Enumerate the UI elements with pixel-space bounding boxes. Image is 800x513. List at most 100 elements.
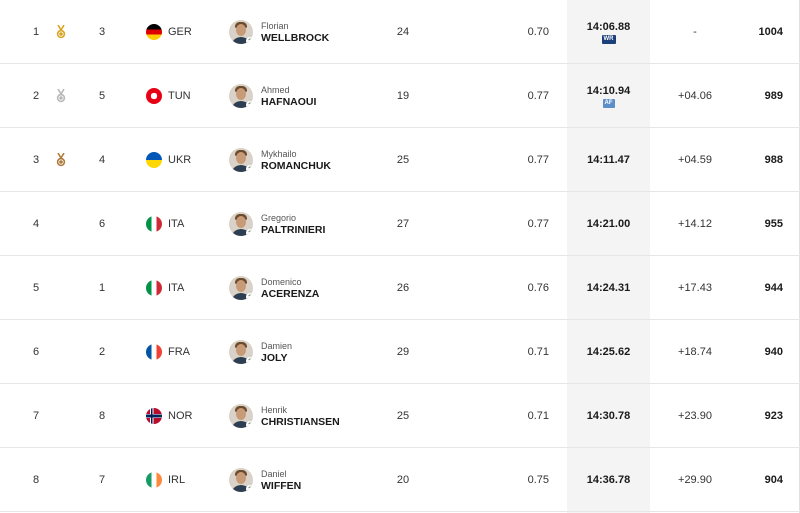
result-row[interactable]: 2 5 TUN + Ahmed HAFNAOUI 19 0.77 14:10.9… [0, 64, 800, 128]
rank: 3 [32, 154, 40, 166]
nation: TUN [146, 64, 191, 128]
athlete-first-name: Mykhailo [261, 149, 297, 159]
athlete-first-name: Florian [261, 21, 289, 31]
rank: 7 [32, 410, 40, 422]
medal-icon [54, 320, 68, 384]
avatar[interactable]: + [229, 404, 253, 428]
time-behind: +04.06 [678, 90, 712, 102]
lane: 2 [98, 346, 106, 358]
result-row[interactable]: 3 4 UKR + Mykhailo ROMANCHUK 25 0.77 14:… [0, 128, 800, 192]
result-row[interactable]: 7 8 NOR + Henrik CHRISTIANSEN 25 0.71 14… [0, 384, 800, 448]
time-value: 14:25.62 [586, 346, 631, 358]
nation-code: IRL [168, 474, 186, 486]
avatar[interactable]: + [229, 212, 253, 236]
record-badge: WR [601, 34, 616, 44]
flag-irl-icon [146, 472, 162, 488]
flag-ukr-icon [146, 152, 162, 168]
points: 923 [764, 410, 783, 422]
athlete[interactable]: + Gregorio PALTRINIERI [229, 192, 325, 256]
points: 944 [764, 282, 783, 294]
athlete-last-name[interactable]: WIFFEN [261, 480, 302, 492]
nation-code: TUN [168, 90, 191, 102]
flag-tun-icon [146, 88, 162, 104]
avatar[interactable]: + [229, 148, 253, 172]
points: 989 [764, 90, 783, 102]
athlete-last-name[interactable]: JOLY [261, 352, 288, 364]
result-row[interactable]: 8 7 IRL + Daniel WIFFEN 20 0.75 14:36.78… [0, 448, 800, 512]
avatar[interactable]: + [229, 20, 253, 44]
nation: ITA [146, 256, 184, 320]
athlete[interactable]: + Florian WELLBROCK [229, 0, 329, 64]
result-row[interactable]: 5 1 ITA + Domenico ACERENZA 26 0.76 14:2… [0, 256, 800, 320]
time-behind: +17.43 [678, 282, 712, 294]
nation: ITA [146, 192, 184, 256]
time-behind: +29.90 [678, 474, 712, 486]
lane: 3 [98, 26, 106, 38]
avatar[interactable]: + [229, 468, 253, 492]
nation: FRA [146, 320, 190, 384]
avatar[interactable]: + [229, 340, 253, 364]
points: 904 [764, 474, 783, 486]
flag-ger-icon [146, 24, 162, 40]
nation: IRL [146, 448, 185, 512]
athlete[interactable]: + Daniel WIFFEN [229, 448, 301, 512]
plus-icon: + [246, 485, 253, 492]
age: 20 [396, 474, 410, 486]
nation: UKR [146, 128, 191, 192]
bronze-medal-icon [54, 128, 68, 192]
athlete[interactable]: + Damien JOLY [229, 320, 292, 384]
reaction-time: 0.71 [527, 346, 549, 358]
result-row[interactable]: 1 3 GER + Florian WELLBROCK 24 0.70 14:0… [0, 0, 800, 64]
medal-icon [54, 256, 68, 320]
final-time: 14:36.78 [567, 448, 650, 512]
time-value: 14:24.31 [586, 282, 631, 294]
plus-icon: + [246, 421, 253, 428]
athlete-last-name[interactable]: ACERENZA [261, 288, 320, 300]
points: 955 [764, 218, 783, 230]
gold-medal-icon [54, 0, 68, 64]
points: 1004 [758, 26, 783, 38]
avatar[interactable]: + [229, 276, 253, 300]
result-row[interactable]: 6 2 FRA + Damien JOLY 29 0.71 14:25.62 +… [0, 320, 800, 384]
time-behind: +04.59 [678, 154, 712, 166]
points: 940 [764, 346, 783, 358]
age: 29 [396, 346, 410, 358]
plus-icon: + [246, 101, 253, 108]
time-value: 14:06.88 [586, 20, 631, 33]
result-row[interactable]: 4 6 ITA + Gregorio PALTRINIERI 27 0.77 1… [0, 192, 800, 256]
reaction-time: 0.75 [527, 474, 549, 486]
flag-fra-icon [146, 344, 162, 360]
flag-ita-icon [146, 280, 162, 296]
nation: GER [146, 0, 192, 64]
time-column-highlight [567, 0, 650, 513]
athlete-last-name[interactable]: PALTRINIERI [261, 224, 326, 236]
athlete-last-name[interactable]: HAFNAOUI [261, 96, 317, 108]
athlete-last-name[interactable]: CHRISTIANSEN [261, 416, 340, 428]
athlete-last-name[interactable]: WELLBROCK [261, 32, 330, 44]
final-time: 14:21.00 [567, 192, 650, 256]
time-value: 14:30.78 [586, 410, 631, 422]
time-value: 14:21.00 [586, 218, 631, 230]
lane: 7 [98, 474, 106, 486]
avatar[interactable]: + [229, 84, 253, 108]
athlete-first-name: Henrik [261, 405, 288, 415]
nation-code: ITA [168, 218, 185, 230]
athlete[interactable]: + Ahmed HAFNAOUI [229, 64, 316, 128]
flag-ita-icon [146, 216, 162, 232]
lane: 8 [98, 410, 106, 422]
medal-icon [54, 448, 68, 512]
record-badge: AF [602, 98, 615, 108]
reaction-time: 0.70 [527, 26, 549, 38]
age: 26 [396, 282, 410, 294]
athlete[interactable]: + Henrik CHRISTIANSEN [229, 384, 340, 448]
age: 27 [396, 218, 410, 230]
athlete[interactable]: + Domenico ACERENZA [229, 256, 319, 320]
rank: 1 [32, 26, 40, 38]
lane: 5 [98, 90, 106, 102]
nation: NOR [146, 384, 192, 448]
nation-code: GER [168, 26, 192, 38]
time-value: 14:11.47 [587, 154, 630, 166]
athlete[interactable]: + Mykhailo ROMANCHUK [229, 128, 331, 192]
athlete-first-name: Daniel [261, 469, 287, 479]
athlete-last-name[interactable]: ROMANCHUK [261, 160, 331, 172]
